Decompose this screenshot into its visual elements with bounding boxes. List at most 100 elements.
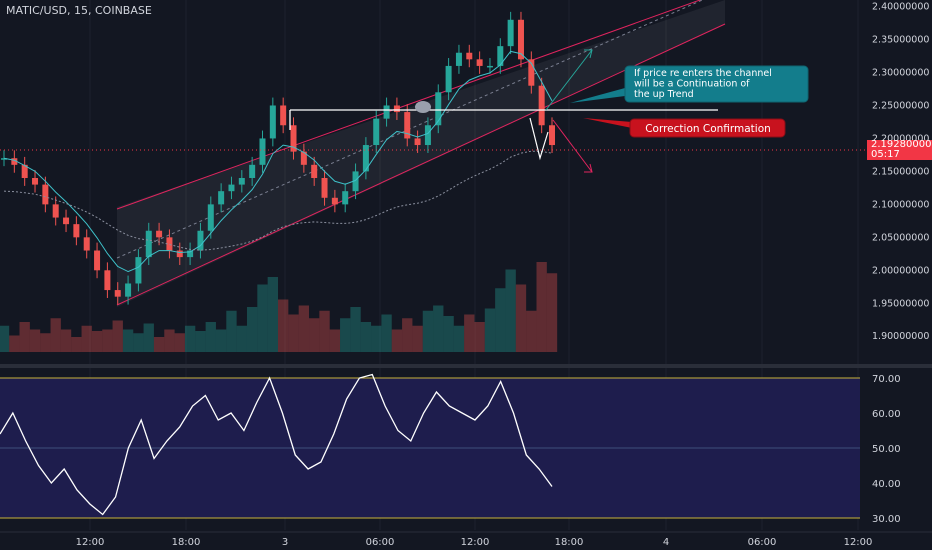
volume-bar [174, 333, 185, 352]
time-tick-label: 12:00 [76, 537, 105, 548]
last-price-value: 2.19280000 [871, 139, 932, 150]
volume-bar [443, 316, 454, 352]
candle-body [280, 105, 287, 126]
candle-body [83, 237, 90, 251]
candle-body [125, 283, 132, 297]
correction-arrow-head [584, 163, 593, 173]
volume-bar [433, 305, 444, 352]
candle-body [528, 59, 535, 86]
correction-callout-text: Correction Confirmation [645, 123, 771, 135]
candle-body [21, 164, 28, 178]
last-price-tag: 2.19280000 05:17 [867, 140, 932, 160]
continuation-arrow-head [584, 49, 593, 59]
volume-bar [329, 329, 341, 352]
time-tick-label: 4 [663, 537, 669, 548]
price-tick-label: 2.25000000 [872, 100, 929, 111]
volume-bar [464, 314, 475, 352]
volume-bar [91, 331, 103, 352]
candle-body [517, 19, 524, 60]
time-tick-label: 12:00 [844, 537, 873, 548]
volume-bar [50, 318, 61, 352]
candle-body [476, 59, 483, 66]
rsi-tick-label: 40.00 [872, 479, 901, 490]
time-tick-label: 12:00 [461, 537, 490, 548]
volume-bar [298, 305, 310, 352]
volume-bar [153, 337, 165, 352]
volume-bar [278, 299, 289, 352]
volume-bar [0, 325, 10, 352]
candle-body [52, 204, 59, 218]
price-tick-label: 1.90000000 [872, 331, 929, 342]
volume-bar [340, 318, 351, 352]
slow-ma-line [3, 150, 553, 251]
volume-bar [81, 325, 92, 352]
continuation-callout-text: If price re enters the channel will be a… [634, 68, 775, 100]
candle-body [497, 46, 504, 66]
candle-body [249, 164, 256, 178]
volume-bar [515, 284, 527, 352]
rsi-tick-label: 50.00 [872, 444, 901, 455]
volume-bar [102, 329, 113, 352]
rsi-tick-label: 60.00 [872, 409, 901, 420]
price-axis-background [867, 0, 932, 356]
volume-bar [546, 273, 558, 352]
candle-body [145, 230, 152, 258]
continuation-arrow [545, 49, 593, 111]
candle-body [404, 112, 411, 139]
volume-bar [350, 307, 361, 352]
candle-body [114, 290, 121, 297]
volume-bar [19, 322, 30, 352]
candle-body [362, 145, 369, 172]
candle-body [94, 250, 101, 271]
volume-bar [391, 329, 403, 352]
candle-body [424, 125, 431, 146]
price-tick-label: 2.40000000 [872, 2, 929, 13]
candle-body [373, 118, 380, 146]
price-tick-label: 2.30000000 [872, 68, 929, 79]
volume-bar [495, 288, 506, 352]
candle-body [445, 65, 452, 93]
candle-body [73, 224, 80, 238]
candle-body [104, 270, 111, 291]
volume-bar [205, 322, 216, 352]
volume-bar [453, 325, 465, 352]
price-tick-label: 2.15000000 [872, 166, 929, 177]
candle-body [300, 151, 307, 165]
candle-body [156, 230, 163, 238]
candle-body [32, 178, 39, 185]
price-axis: 2.40000000 2.35000000 2.30000000 2.25000000… [872, 2, 929, 343]
candle-body [393, 105, 400, 113]
correction-callout[interactable] [629, 118, 786, 138]
time-tick-label: 06:00 [366, 537, 395, 548]
time-axis: 12:00 18:00 3 06:00 12:00 18:00 4 06:00 12:00 [76, 537, 873, 548]
continuation-callout[interactable] [624, 65, 809, 103]
price-tick-label: 2.20000000 [872, 133, 929, 144]
candle-body [486, 65, 493, 68]
volume-bar [484, 308, 496, 352]
volume-bar [536, 262, 547, 352]
time-tick-label: 06:00 [748, 537, 777, 548]
volume-bar [71, 337, 82, 352]
candle-body [197, 230, 204, 251]
price-tick-label: 2.05000000 [872, 232, 929, 243]
volume-bar [29, 329, 41, 352]
candle-body [549, 125, 555, 146]
candle-body [259, 138, 266, 165]
volume-bar [474, 322, 485, 352]
candle-countdown: 05:17 [871, 149, 900, 160]
candle-body [321, 178, 328, 198]
volume-bar [215, 329, 227, 352]
volume-bar [9, 335, 20, 352]
volume-bar [371, 325, 382, 352]
candle-body [414, 138, 421, 146]
candle-body [383, 105, 390, 119]
volume-bar [184, 325, 196, 352]
candle-body [455, 52, 462, 66]
candle-body [228, 184, 235, 192]
volume-bar [381, 314, 392, 352]
volume-bar [40, 333, 51, 352]
symbol-header[interactable]: MATIC/USD, 15, COINBASE [6, 4, 152, 17]
volume-bar [112, 320, 123, 352]
volume-bar [122, 329, 134, 352]
candle-body [466, 52, 473, 60]
